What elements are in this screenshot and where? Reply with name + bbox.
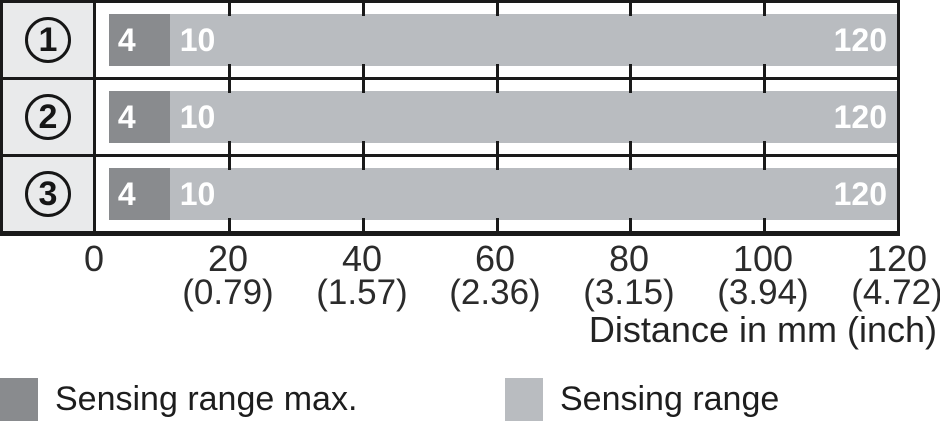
- x-axis-tick-100: 100 (3.94): [717, 238, 809, 312]
- bar-value-start: 4: [117, 21, 136, 58]
- legend-item-sensing-range-max: Sensing range max.: [0, 378, 357, 421]
- row-number-badge-1: 1: [25, 17, 71, 63]
- sensing-range-max-bar: 4: [108, 91, 170, 143]
- bar-value-end: 120: [833, 21, 887, 58]
- grid-tick: [228, 3, 232, 16]
- sensing-range-bar: 10 120: [169, 14, 897, 66]
- grid-tick: [628, 141, 632, 154]
- bar-value-mid: 10: [179, 21, 216, 58]
- bar-value-mid: 10: [179, 98, 216, 135]
- bar-value-mid: 10: [179, 175, 216, 212]
- grid-tick: [495, 3, 499, 16]
- legend-swatch-sensing-range-max: [0, 378, 38, 421]
- row-label-cell-3: 3: [3, 157, 96, 231]
- grid-tick: [628, 64, 632, 77]
- chart-table: 1 4 10 120 2 4 10: [0, 0, 900, 236]
- row-number-badge-2: 2: [25, 94, 71, 140]
- grid-tick: [762, 157, 766, 170]
- grid-tick: [228, 80, 232, 93]
- grid-tick: [628, 218, 632, 231]
- grid-tick: [361, 80, 365, 93]
- grid-tick: [495, 64, 499, 77]
- row-label-cell-1: 1: [3, 3, 96, 77]
- grid-tick: [361, 218, 365, 231]
- grid-tick: [495, 157, 499, 170]
- grid-tick: [628, 3, 632, 16]
- grid-tick: [762, 3, 766, 16]
- legend-label-sensing-range: Sensing range: [560, 380, 780, 418]
- grid-tick: [495, 218, 499, 231]
- bar-value-start: 4: [117, 98, 136, 135]
- grid-tick: [762, 64, 766, 77]
- x-axis-tick-0: 0: [83, 238, 105, 279]
- grid-tick: [228, 218, 232, 231]
- x-axis-tick-80: 80 (3.15): [583, 238, 675, 312]
- grid-tick: [228, 157, 232, 170]
- legend-item-sensing-range: Sensing range: [505, 378, 779, 421]
- x-axis-tick-120: 120 (4.72): [851, 238, 940, 312]
- grid-tick: [228, 64, 232, 77]
- sensing-range-bar: 10 120: [169, 168, 897, 220]
- chart-row-1: 1 4 10 120: [3, 3, 897, 80]
- bar-value-end: 120: [833, 98, 887, 135]
- sensing-range-max-bar: 4: [108, 168, 170, 220]
- x-axis-tick-40: 40 (1.57): [316, 238, 408, 312]
- row-plot-area-1: 4 10 120: [96, 3, 897, 77]
- grid-tick: [762, 80, 766, 93]
- legend-label-sensing-range-max: Sensing range max.: [55, 380, 358, 418]
- sensing-range-max-bar: 4: [108, 14, 170, 66]
- row-plot-area-2: 4 10 120: [96, 80, 897, 154]
- row-number-badge-3: 3: [25, 171, 71, 217]
- x-axis-title: Distance in mm (inch): [588, 309, 937, 350]
- x-axis-tick-20: 20 (0.79): [182, 238, 274, 312]
- grid-tick: [361, 64, 365, 77]
- chart-row-2: 2 4 10 120: [3, 80, 897, 157]
- grid-tick: [361, 3, 365, 16]
- row-plot-area-3: 4 10 120: [96, 157, 897, 231]
- sensing-range-bar: 10 120: [169, 91, 897, 143]
- grid-tick: [495, 141, 499, 154]
- grid-tick: [762, 141, 766, 154]
- row-label-cell-2: 2: [3, 80, 96, 154]
- legend-swatch-sensing-range: [505, 378, 543, 421]
- bar-value-start: 4: [117, 175, 136, 212]
- grid-tick: [495, 80, 499, 93]
- grid-tick: [228, 141, 232, 154]
- grid-tick: [762, 218, 766, 231]
- grid-tick: [628, 80, 632, 93]
- grid-tick: [361, 157, 365, 170]
- x-axis-tick-60: 60 (2.36): [449, 238, 541, 312]
- grid-tick: [628, 157, 632, 170]
- bar-value-end: 120: [833, 175, 887, 212]
- chart-row-3: 3 4 10 120: [3, 157, 897, 231]
- grid-tick: [361, 141, 365, 154]
